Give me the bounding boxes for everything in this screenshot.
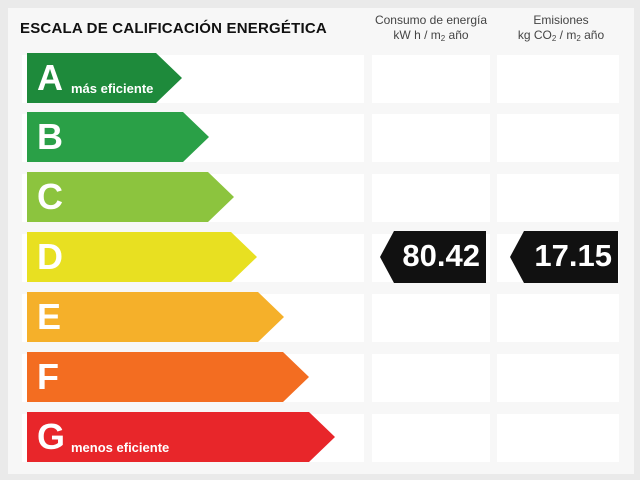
- value-cell: [497, 114, 619, 162]
- rating-bar-f: F: [27, 352, 309, 402]
- value-cell: [372, 354, 490, 402]
- value-cell: [497, 414, 619, 462]
- rating-arrow-shape: [27, 292, 284, 342]
- consumo-header-line1: Consumo de energía: [374, 13, 488, 27]
- consumo-value: 80.42: [402, 238, 480, 273]
- emisiones-value: 17.15: [534, 238, 612, 273]
- rating-arrow-shape: [27, 112, 209, 162]
- value-cell: [497, 354, 619, 402]
- value-cell: [497, 55, 619, 103]
- rating-bar-b: B: [27, 112, 209, 162]
- emisiones-header-line2: kg CO2 / m2 año: [517, 28, 605, 43]
- emisiones-value-tag: 17.15: [510, 231, 618, 283]
- value-cell: [372, 294, 490, 342]
- page-title: ESCALA DE CALIFICACIÓN ENERGÉTICA: [20, 20, 327, 37]
- rating-letter: B: [37, 116, 63, 157]
- value-cell: [497, 294, 619, 342]
- tag-arrow-shape: [510, 231, 618, 283]
- rating-caption: más eficiente: [71, 81, 154, 96]
- rating-caption: menos eficiente: [71, 440, 170, 455]
- emisiones-column-header: Emisiones kg CO2 / m2 año: [500, 13, 622, 46]
- rating-letter: F: [37, 356, 59, 397]
- rating-letter: E: [37, 296, 62, 337]
- tag-arrow-shape: [380, 231, 486, 283]
- rating-arrow-shape: [27, 352, 309, 402]
- value-cell: [497, 174, 619, 222]
- rating-letter: A: [37, 57, 63, 98]
- rating-bar-e: E: [27, 292, 284, 342]
- rating-arrow-shape: [27, 53, 182, 103]
- value-cell: [372, 174, 490, 222]
- emisiones-header-line1: Emisiones: [533, 13, 589, 27]
- rating-arrow-shape: [27, 412, 335, 462]
- rating-letter: G: [37, 416, 66, 457]
- rating-arrow-shape: [27, 172, 234, 222]
- rating-bar-c: C: [27, 172, 234, 222]
- rating-letter: D: [37, 236, 63, 277]
- consumo-column-header: Consumo de energía kW h / m2 año: [374, 13, 488, 46]
- value-cell: [372, 414, 490, 462]
- value-cell: [372, 55, 490, 103]
- consumo-value-tag: 80.42: [380, 231, 486, 283]
- rating-bar-d: D: [27, 232, 257, 282]
- rating-letter: C: [37, 176, 63, 217]
- value-cell: [372, 114, 490, 162]
- consumo-header-line2: kW h / m2 año: [393, 28, 469, 43]
- rating-arrow-shape: [27, 232, 257, 282]
